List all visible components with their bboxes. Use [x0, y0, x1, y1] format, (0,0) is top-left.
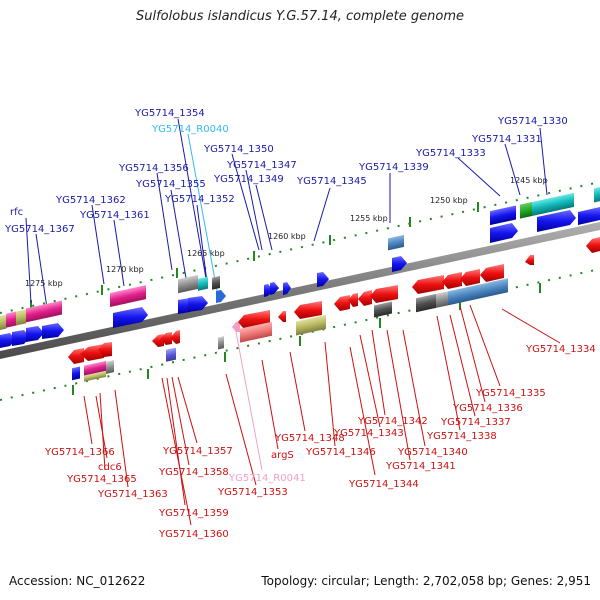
gene-label[interactable]: YG5714_1363: [97, 489, 168, 500]
gene-label[interactable]: YG5714_1360: [158, 529, 229, 540]
gene-label[interactable]: YG5714_1365: [66, 474, 137, 485]
gene-label[interactable]: YG5714_1335: [475, 388, 546, 399]
gene-label[interactable]: YG5714_1350: [203, 144, 274, 155]
rna-forward-leader-line: [187, 133, 219, 297]
gene-label[interactable]: YG5714_1341: [385, 461, 456, 472]
gene-label[interactable]: argS: [271, 450, 294, 461]
genome-title: Sulfolobus islandicus Y.G.57.14, complet…: [136, 9, 464, 24]
reverse-leader-lines: [83, 304, 561, 526]
gene-label[interactable]: YG5714_1338: [426, 431, 497, 442]
accession-text: Accession: NC_012622: [9, 574, 146, 588]
scale-label: 1260 kbp: [268, 232, 306, 241]
gene-label[interactable]: YG5714_1349: [213, 174, 284, 185]
scale-label: 1270 kbp: [106, 265, 144, 274]
scale-label: 1265 kbp: [187, 249, 225, 258]
gene-label[interactable]: YG5714_1336: [452, 403, 523, 414]
reverse-genes: [68, 237, 600, 364]
gene-label[interactable]: YG5714_1344: [348, 479, 419, 490]
gene-label[interactable]: YG5714_1352: [164, 194, 235, 205]
gene-label[interactable]: YG5714_1343: [333, 428, 404, 439]
gene-label-rna[interactable]: YG5714_R0041: [228, 473, 306, 484]
gene-label[interactable]: YG5714_1339: [358, 162, 429, 173]
gene-label[interactable]: YG5714_1357: [162, 446, 233, 457]
gene-label[interactable]: YG5714_1356: [118, 163, 189, 174]
gene-label[interactable]: YG5714_1358: [158, 467, 229, 478]
gene-label[interactable]: YG5714_1348: [274, 433, 345, 444]
scale-label: 1245 kbp: [510, 176, 548, 185]
gene-label[interactable]: YG5714_1345: [296, 176, 367, 187]
gene-label[interactable]: YG5714_1330: [497, 116, 568, 127]
scale-label: 1255 kbp: [350, 214, 388, 223]
gene-label[interactable]: YG5714_1346: [305, 447, 376, 458]
gene-label[interactable]: YG5714_1347: [226, 160, 297, 171]
gene-label[interactable]: YG5714_1342: [357, 416, 428, 427]
scale-label: 1250 kbp: [430, 196, 468, 205]
gene-label[interactable]: YG5714_1359: [158, 508, 229, 519]
genome-backbone: [0, 222, 600, 359]
gene-label[interactable]: YG5714_1354: [134, 108, 205, 119]
forward-leader-lines: [25, 118, 548, 309]
gene-label[interactable]: YG5714_1331: [471, 134, 542, 145]
gene-label[interactable]: YG5714_1366: [44, 447, 115, 458]
forward-genes: [0, 207, 600, 348]
gene-label[interactable]: YG5714_1362: [55, 195, 126, 206]
reverse-gene-labels: YG5714_1334 YG5714_1335 YG5714_1336 YG57…: [44, 344, 596, 540]
forward-gene-labels: rfc YG5714_1367 YG5714_1362 YG5714_1361 …: [4, 108, 568, 235]
gene-label[interactable]: YG5714_1367: [4, 224, 75, 235]
gene-label[interactable]: rfc: [10, 207, 23, 218]
rna-reverse-leader-line: [235, 331, 263, 471]
gene-label[interactable]: YG5714_1340: [397, 447, 468, 458]
gene-label[interactable]: YG5714_1361: [79, 210, 150, 221]
gene-label-rna[interactable]: YG5714_R0040: [151, 124, 229, 135]
gene-label[interactable]: YG5714_1334: [525, 344, 596, 355]
gene-label[interactable]: cdc6: [98, 462, 122, 473]
forward-gene-blocks-upper: [0, 187, 600, 330]
gene-label[interactable]: YG5714_1333: [415, 148, 486, 159]
genome-summary-text: Topology: circular; Length: 2,702,058 bp…: [261, 574, 591, 588]
reverse-gene-blocks-lower: [72, 278, 508, 382]
gene-label[interactable]: YG5714_1337: [440, 417, 511, 428]
gene-label[interactable]: YG5714_1355: [135, 179, 206, 190]
gene-label[interactable]: YG5714_1353: [217, 487, 288, 498]
